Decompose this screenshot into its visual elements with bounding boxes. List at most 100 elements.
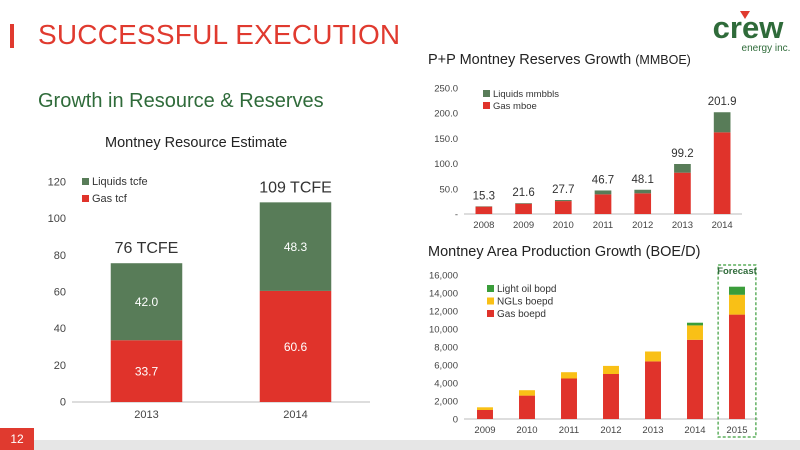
bar-segment	[634, 189, 652, 194]
y-tick-label: 50.0	[440, 184, 459, 195]
bar-total-label: 76 TCFE	[115, 240, 179, 257]
x-category-label: 2015	[726, 425, 747, 436]
y-tick-label: 10,000	[429, 325, 458, 336]
bar-segment	[259, 202, 332, 291]
bar-total-label: 46.7	[592, 174, 614, 186]
logo-arrow-icon	[740, 11, 750, 19]
x-category-label: 2010	[553, 220, 574, 231]
reserves-title-unit: (MMBOE)	[635, 53, 691, 67]
x-category-label: 2011	[593, 220, 613, 231]
y-tick-label: 40	[54, 323, 66, 335]
x-category-label: 2014	[283, 409, 307, 421]
y-tick-label: 100.0	[434, 159, 458, 170]
bar-segment	[713, 132, 731, 214]
legend-swatch	[483, 102, 490, 109]
bar-segment	[475, 206, 493, 214]
y-tick-label: 60	[54, 287, 66, 299]
bar-segment	[674, 172, 691, 214]
legend-swatch	[487, 285, 494, 292]
legend-label: Gas mboe	[493, 101, 537, 112]
bar-total-label: 109 TCFE	[259, 179, 332, 196]
legend-label: Light oil bopd	[497, 284, 557, 295]
x-category-label: 2013	[642, 425, 663, 436]
legend-swatch	[487, 297, 494, 305]
bar-segment	[519, 390, 535, 396]
bar-segment	[645, 351, 661, 362]
bar-segment	[687, 325, 703, 340]
bar-segment	[603, 365, 619, 374]
bar-segment	[713, 112, 731, 133]
y-tick-label: 150.0	[434, 134, 458, 145]
y-tick-label: 0	[60, 397, 66, 409]
bar-segment	[519, 395, 535, 419]
x-category-label: 2014	[712, 220, 733, 231]
production-chart-title: Montney Area Production Growth (BOE/D)	[428, 244, 701, 260]
segment-value-label: 42.0	[135, 295, 159, 309]
bar-segment	[729, 314, 745, 419]
bar-segment	[729, 286, 745, 295]
legend-label: Gas boepd	[497, 309, 546, 320]
legend-swatch	[487, 310, 494, 317]
y-tick-label: 200.0	[434, 109, 458, 120]
x-category-label: 2014	[684, 425, 705, 436]
x-category-label: 2013	[134, 409, 158, 421]
bar-total-label: 201.9	[708, 96, 737, 108]
reserves-chart-title: P+P Montney Reserves Growth (MMBOE)	[428, 52, 691, 68]
x-category-label: 2013	[672, 220, 693, 231]
segment-value-label: 48.3	[284, 240, 308, 254]
y-tick-label: 8,000	[434, 343, 458, 354]
logo-subtext: energy inc.	[742, 43, 791, 54]
y-tick-label: 2,000	[434, 397, 458, 408]
x-category-label: 2012	[600, 425, 621, 436]
y-tick-label: 4,000	[434, 379, 458, 390]
reserves-title-text: P+P Montney Reserves Growth	[428, 52, 632, 68]
bar-total-label: 15.3	[473, 190, 495, 202]
bar-total-label: 27.7	[552, 184, 574, 196]
x-category-label: 2010	[516, 425, 537, 436]
slide-title: SUCCESSFUL EXECUTION	[38, 19, 401, 50]
bar-segment	[515, 203, 532, 214]
x-category-label: 2008	[473, 220, 494, 231]
bar-segment	[554, 200, 572, 202]
reserves-chart: - 50.0 100.0 150.0 200.0 250.0 15.3 2008 21.6 200…	[434, 84, 742, 231]
title-accent-bar	[10, 24, 14, 48]
legend-label: NGLs boepd	[497, 297, 553, 308]
production-chart: 0 2,000 4,000 6,000 8,000 10,000 12,000 14,000 1…	[429, 264, 758, 438]
crew-logo: crew energy inc.	[713, 10, 791, 54]
y-tick-label: 120	[48, 177, 66, 189]
segment-value-label: 33.7	[135, 365, 159, 379]
bar-segment	[687, 322, 703, 326]
bar-total-label: 99.2	[671, 148, 693, 160]
bar-segment	[594, 190, 612, 195]
y-tick-label: 6,000	[434, 361, 458, 372]
segment-value-label: 60.6	[284, 340, 308, 354]
legend-swatch	[82, 178, 89, 185]
bar-segment	[554, 201, 572, 214]
bar-segment	[645, 361, 661, 419]
bar-segment	[477, 407, 493, 410]
bar-segment	[687, 339, 703, 419]
y-tick-label: 100	[48, 213, 66, 225]
resource-chart-title: Montney Resource Estimate	[105, 135, 288, 151]
bar-segment	[561, 378, 577, 419]
logo-text: crew	[713, 10, 785, 45]
y-tick-label: 80	[54, 250, 66, 262]
legend-label: Gas tcf	[92, 193, 128, 205]
legend-swatch	[82, 195, 89, 202]
bar-segment	[729, 294, 745, 315]
bar-segment	[594, 194, 612, 214]
y-tick-label: 14,000	[429, 289, 458, 300]
legend-label: Liquids tcfe	[92, 176, 148, 188]
bar-segment	[674, 164, 691, 173]
x-category-label: 2011	[559, 425, 579, 436]
resource-chart: 0 20 40 60 80 100 120 33.7 42.0 76 TCFE 2013 60.6 48…	[48, 176, 370, 421]
y-tick-label: 16,000	[429, 271, 458, 282]
bar-segment	[477, 410, 493, 419]
x-category-label: 2012	[632, 220, 653, 231]
footer-bar	[0, 440, 800, 450]
y-tick-label: 250.0	[434, 84, 458, 95]
x-category-label: 2009	[513, 220, 534, 231]
bar-segment	[515, 203, 532, 204]
legend-label: Liquids mmbbls	[493, 89, 559, 100]
bar-total-label: 21.6	[512, 187, 534, 199]
